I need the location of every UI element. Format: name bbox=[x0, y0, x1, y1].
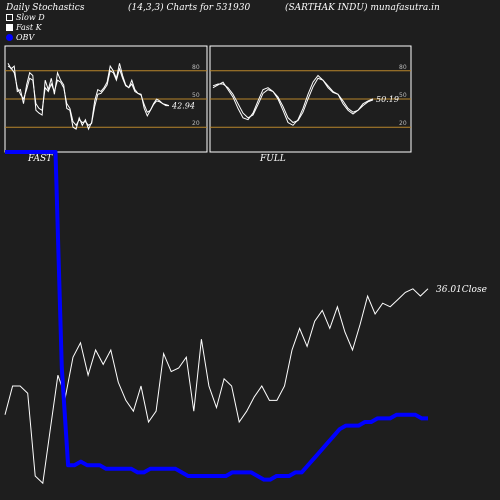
legend-item-slow-d: Slow D bbox=[6, 13, 45, 22]
tick-label-50: 50 bbox=[192, 92, 200, 99]
tick-label-50: 50 bbox=[399, 92, 407, 99]
legend-label-slow-d: Slow D bbox=[16, 13, 45, 22]
last-value-label: 50.19 bbox=[376, 95, 399, 104]
stoch-line-0-1 bbox=[7, 65, 170, 127]
fast-k-swatch bbox=[6, 24, 13, 31]
tick-label-80: 80 bbox=[192, 64, 200, 71]
legend-label-obv: OBV bbox=[16, 33, 35, 42]
close-line bbox=[4, 288, 429, 485]
close-label: 36.01Close bbox=[436, 285, 487, 295]
tick-label-20: 20 bbox=[399, 120, 407, 127]
last-value-label: 42.94 bbox=[171, 102, 195, 111]
legend-item-fast-k: Fast K bbox=[6, 23, 42, 32]
legend-item-obv: OBV bbox=[6, 33, 34, 42]
obv-line bbox=[5, 150, 428, 482]
stoch-line-0-0 bbox=[7, 63, 169, 131]
tick-label-80: 80 bbox=[399, 64, 407, 71]
tick-label-20: 20 bbox=[192, 120, 200, 127]
slow-d-swatch bbox=[6, 14, 13, 21]
stoch-line-1-1 bbox=[212, 77, 374, 124]
panel-title: FAST bbox=[27, 154, 53, 164]
legend-label-fast-k: Fast K bbox=[16, 23, 42, 32]
chart-title: Daily Stochastics bbox=[6, 3, 85, 13]
obv-swatch bbox=[6, 34, 13, 41]
company-name: (SARTHAK INDU) munafasutra.in bbox=[285, 3, 440, 13]
panel-title: FULL bbox=[259, 154, 286, 164]
stoch-line-1-0 bbox=[212, 74, 374, 126]
chart-params: (14,3,3) Charts for 531930 bbox=[128, 3, 251, 13]
